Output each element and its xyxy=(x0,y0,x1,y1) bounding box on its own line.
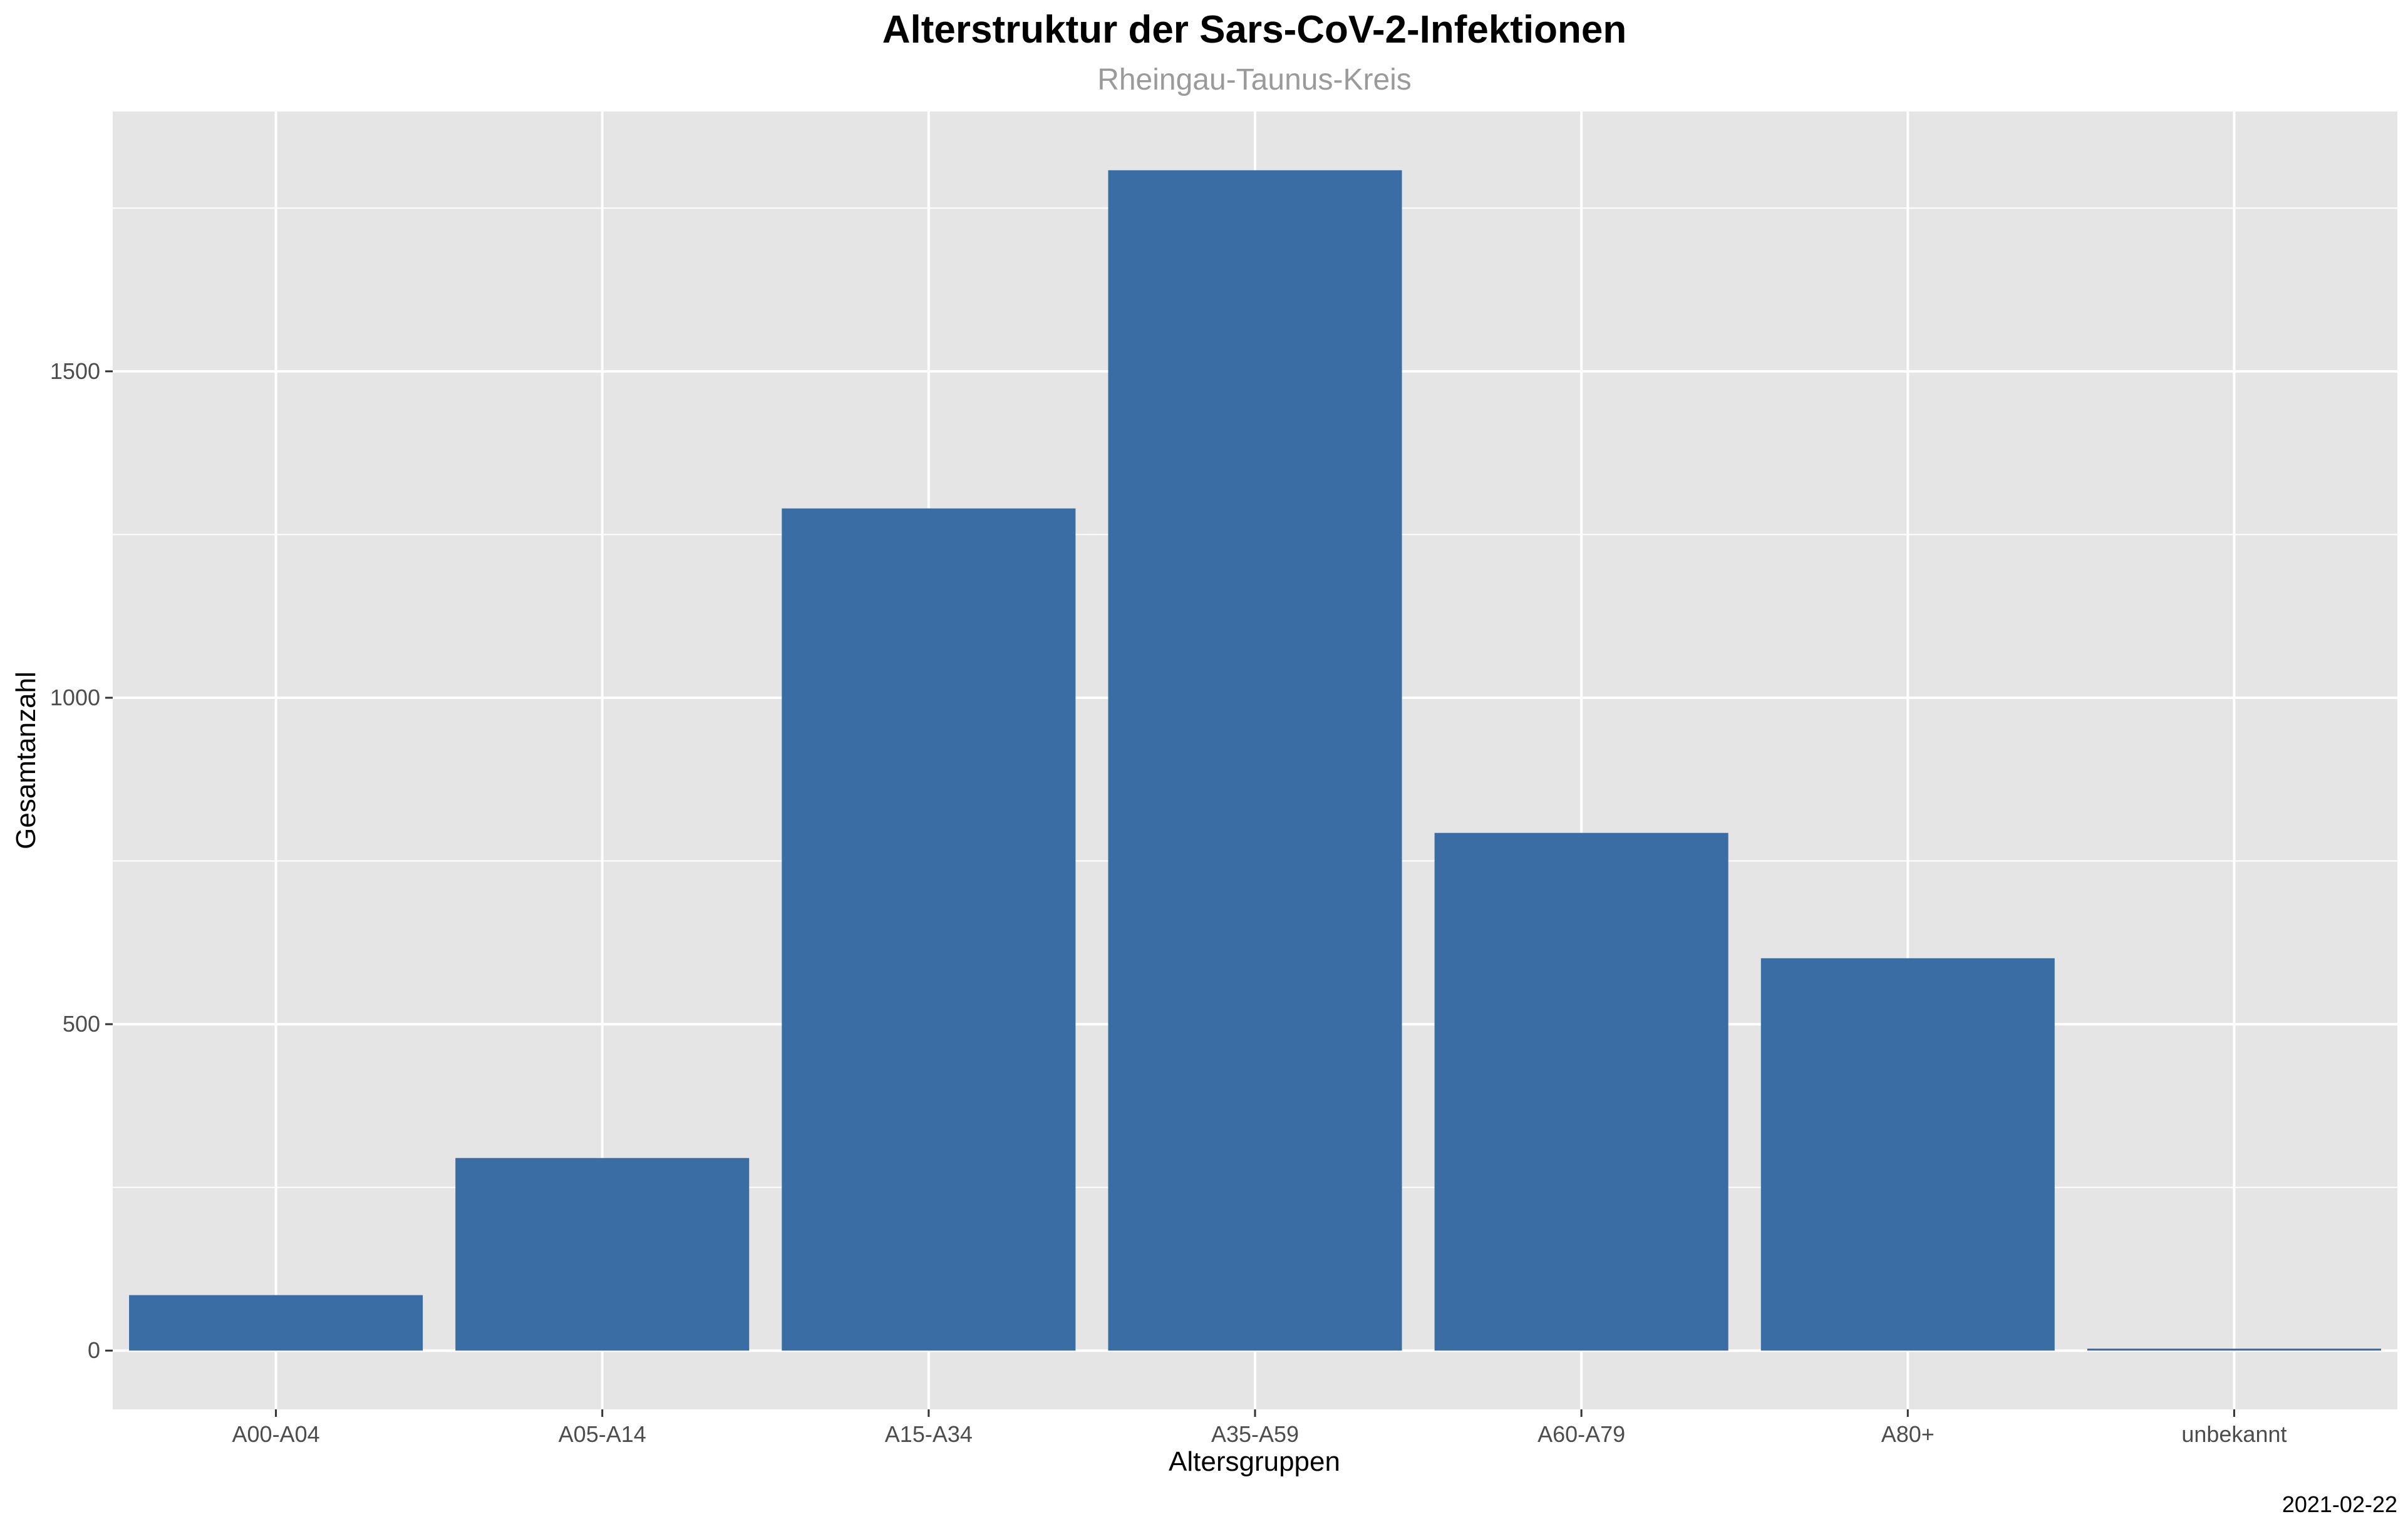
chart-title: Alterstruktur der Sars-CoV-2-Infektionen xyxy=(882,8,1627,51)
x-tick-label: A60-A79 xyxy=(1537,1421,1625,1447)
y-axis-title: Gesamtanzahl xyxy=(11,671,41,849)
caption-date: 2021-02-22 xyxy=(2282,1491,2397,1517)
bar-A35-A59 xyxy=(1108,170,1402,1351)
chart-subtitle: Rheingau-Taunus-Kreis xyxy=(1097,63,1412,96)
x-tick-label: A00-A04 xyxy=(232,1421,320,1447)
x-axis-title: Altersgruppen xyxy=(1169,1446,1340,1477)
bar-A00-A04 xyxy=(129,1295,423,1351)
x-axis: A00-A04 A05-A14 A15-A34 A35-A59 A60-A79 A80+ u… xyxy=(232,1409,2287,1447)
bar-A80+ xyxy=(1760,958,2055,1351)
x-tick-label: A80+ xyxy=(1881,1421,1935,1447)
y-tick-label: 0 xyxy=(88,1337,100,1363)
x-tick-label: A15-A34 xyxy=(885,1421,973,1447)
bars xyxy=(129,170,2381,1351)
x-tick-label: A05-A14 xyxy=(559,1421,646,1447)
bar-unbekannt xyxy=(2087,1349,2381,1351)
bar-A15-A34 xyxy=(782,508,1076,1351)
x-tick-label: A35-A59 xyxy=(1211,1421,1299,1447)
bar-A05-A14 xyxy=(455,1158,750,1351)
y-tick-label: 1500 xyxy=(50,358,100,384)
bar-A60-A79 xyxy=(1434,832,1728,1351)
y-tick-label: 500 xyxy=(63,1011,100,1037)
y-axis: 0 500 1000 1500 xyxy=(50,358,113,1363)
y-tick-label: 1000 xyxy=(50,685,100,710)
x-tick-label: unbekannt xyxy=(2181,1421,2287,1447)
